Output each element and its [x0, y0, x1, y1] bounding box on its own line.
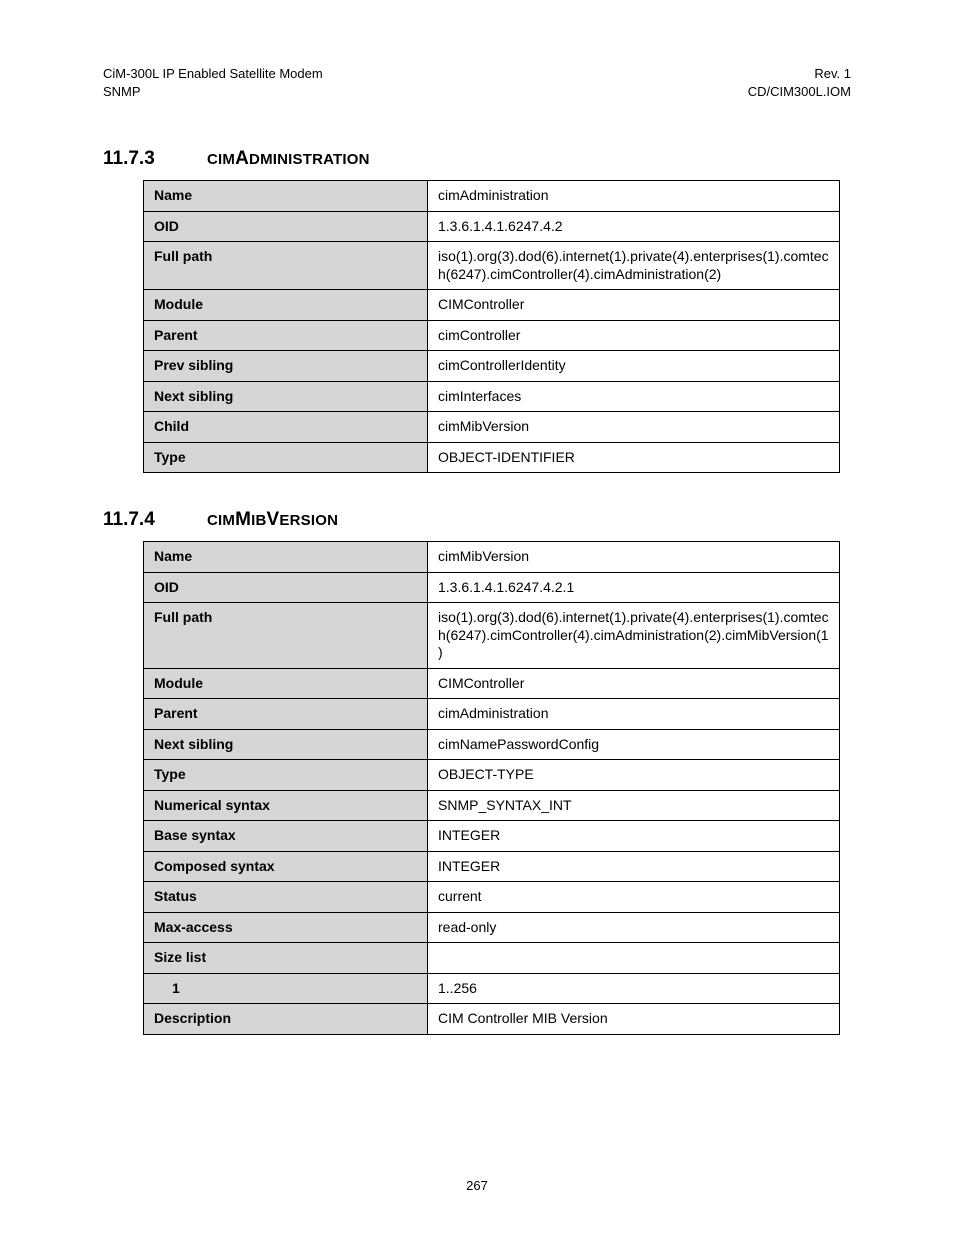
section-title: CIMMIBVERSION: [207, 509, 338, 531]
row-label: Name: [144, 181, 428, 212]
table-row: Next siblingcimNamePasswordConfig: [144, 729, 840, 760]
table-row: DescriptionCIM Controller MIB Version: [144, 1004, 840, 1035]
row-label: Module: [144, 668, 428, 699]
row-label: Status: [144, 882, 428, 913]
row-label: Parent: [144, 320, 428, 351]
row-label: Full path: [144, 603, 428, 669]
section-heading: 11.7.3CIMADMINISTRATION: [103, 148, 851, 170]
mib-table: NamecimAdministrationOID1.3.6.1.4.1.6247…: [143, 180, 840, 473]
row-value: INTEGER: [428, 851, 840, 882]
row-label: Composed syntax: [144, 851, 428, 882]
table-row: Full pathiso(1).org(3).dod(6).internet(1…: [144, 603, 840, 669]
row-label: Max-access: [144, 912, 428, 943]
header-right: Rev. 1 CD/CIM300L.IOM: [748, 65, 851, 100]
table-row: TypeOBJECT-IDENTIFIER: [144, 442, 840, 473]
row-value: cimController: [428, 320, 840, 351]
table-row: ModuleCIMController: [144, 290, 840, 321]
table-row: 11..256: [144, 973, 840, 1004]
row-value: 1..256: [428, 973, 840, 1004]
section-heading: 11.7.4CIMMIBVERSION: [103, 509, 851, 531]
table-row: Max-accessread-only: [144, 912, 840, 943]
row-value: SNMP_SYNTAX_INT: [428, 790, 840, 821]
row-value: INTEGER: [428, 821, 840, 852]
row-label: Next sibling: [144, 729, 428, 760]
table-row: Size list: [144, 943, 840, 974]
row-label: OID: [144, 211, 428, 242]
row-value: OBJECT-IDENTIFIER: [428, 442, 840, 473]
row-value: 1.3.6.1.4.1.6247.4.2: [428, 211, 840, 242]
table-row: OID1.3.6.1.4.1.6247.4.2.1: [144, 572, 840, 603]
table-row: Numerical syntaxSNMP_SYNTAX_INT: [144, 790, 840, 821]
row-label: Parent: [144, 699, 428, 730]
row-value: cimAdministration: [428, 181, 840, 212]
section-number: 11.7.4: [103, 509, 207, 531]
page-number: 267: [0, 1178, 954, 1193]
page: CiM-300L IP Enabled Satellite Modem SNMP…: [0, 0, 954, 1235]
table-row: TypeOBJECT-TYPE: [144, 760, 840, 791]
mib-table: NamecimMibVersionOID1.3.6.1.4.1.6247.4.2…: [143, 541, 840, 1035]
header-right-line1: Rev. 1: [748, 65, 851, 83]
page-header: CiM-300L IP Enabled Satellite Modem SNMP…: [103, 65, 851, 100]
row-label: OID: [144, 572, 428, 603]
table-row: Statuscurrent: [144, 882, 840, 913]
table-row: Composed syntaxINTEGER: [144, 851, 840, 882]
row-label: Full path: [144, 242, 428, 290]
row-value: CIMController: [428, 290, 840, 321]
row-label: 1: [144, 973, 428, 1004]
sections-container: 11.7.3CIMADMINISTRATIONNamecimAdministra…: [103, 148, 851, 1035]
row-label: Base syntax: [144, 821, 428, 852]
row-value: 1.3.6.1.4.1.6247.4.2.1: [428, 572, 840, 603]
row-label: Prev sibling: [144, 351, 428, 382]
row-label: Module: [144, 290, 428, 321]
header-right-line2: CD/CIM300L.IOM: [748, 83, 851, 101]
row-value: OBJECT-TYPE: [428, 760, 840, 791]
row-value: cimInterfaces: [428, 381, 840, 412]
section: 11.7.3CIMADMINISTRATION NamecimAdministra…: [103, 148, 851, 473]
row-value: read-only: [428, 912, 840, 943]
table-row: Prev siblingcimControllerIdentity: [144, 351, 840, 382]
table-row: Next siblingcimInterfaces: [144, 381, 840, 412]
row-label: Type: [144, 442, 428, 473]
row-label: Numerical syntax: [144, 790, 428, 821]
header-left: CiM-300L IP Enabled Satellite Modem SNMP: [103, 65, 323, 100]
row-value: cimNamePasswordConfig: [428, 729, 840, 760]
row-label: Size list: [144, 943, 428, 974]
row-label: Type: [144, 760, 428, 791]
row-value: iso(1).org(3).dod(6).internet(1).private…: [428, 603, 840, 669]
row-value: CIM Controller MIB Version: [428, 1004, 840, 1035]
table-row: ParentcimController: [144, 320, 840, 351]
row-value: cimMibVersion: [428, 412, 840, 443]
row-value: cimControllerIdentity: [428, 351, 840, 382]
row-value: cimAdministration: [428, 699, 840, 730]
row-value: cimMibVersion: [428, 542, 840, 573]
row-value: current: [428, 882, 840, 913]
row-label: Next sibling: [144, 381, 428, 412]
row-value: iso(1).org(3).dod(6).internet(1).private…: [428, 242, 840, 290]
section: 11.7.4CIMMIBVERSIONNamecimMibVersionOID1…: [103, 509, 851, 1035]
section-title: CIMADMINISTRATION: [207, 148, 370, 170]
row-value: CIMController: [428, 668, 840, 699]
header-left-line1: CiM-300L IP Enabled Satellite Modem: [103, 65, 323, 83]
row-label: Description: [144, 1004, 428, 1035]
row-label: Child: [144, 412, 428, 443]
header-left-line2: SNMP: [103, 83, 323, 101]
row-label: Name: [144, 542, 428, 573]
table-row: OID1.3.6.1.4.1.6247.4.2: [144, 211, 840, 242]
table-row: ParentcimAdministration: [144, 699, 840, 730]
table-row: Full pathiso(1).org(3).dod(6).internet(1…: [144, 242, 840, 290]
table-row: Base syntaxINTEGER: [144, 821, 840, 852]
table-row: NamecimMibVersion: [144, 542, 840, 573]
table-row: NamecimAdministration: [144, 181, 840, 212]
table-row: ChildcimMibVersion: [144, 412, 840, 443]
row-value: [428, 943, 840, 974]
section-number: 11.7.3: [103, 148, 207, 170]
table-row: ModuleCIMController: [144, 668, 840, 699]
